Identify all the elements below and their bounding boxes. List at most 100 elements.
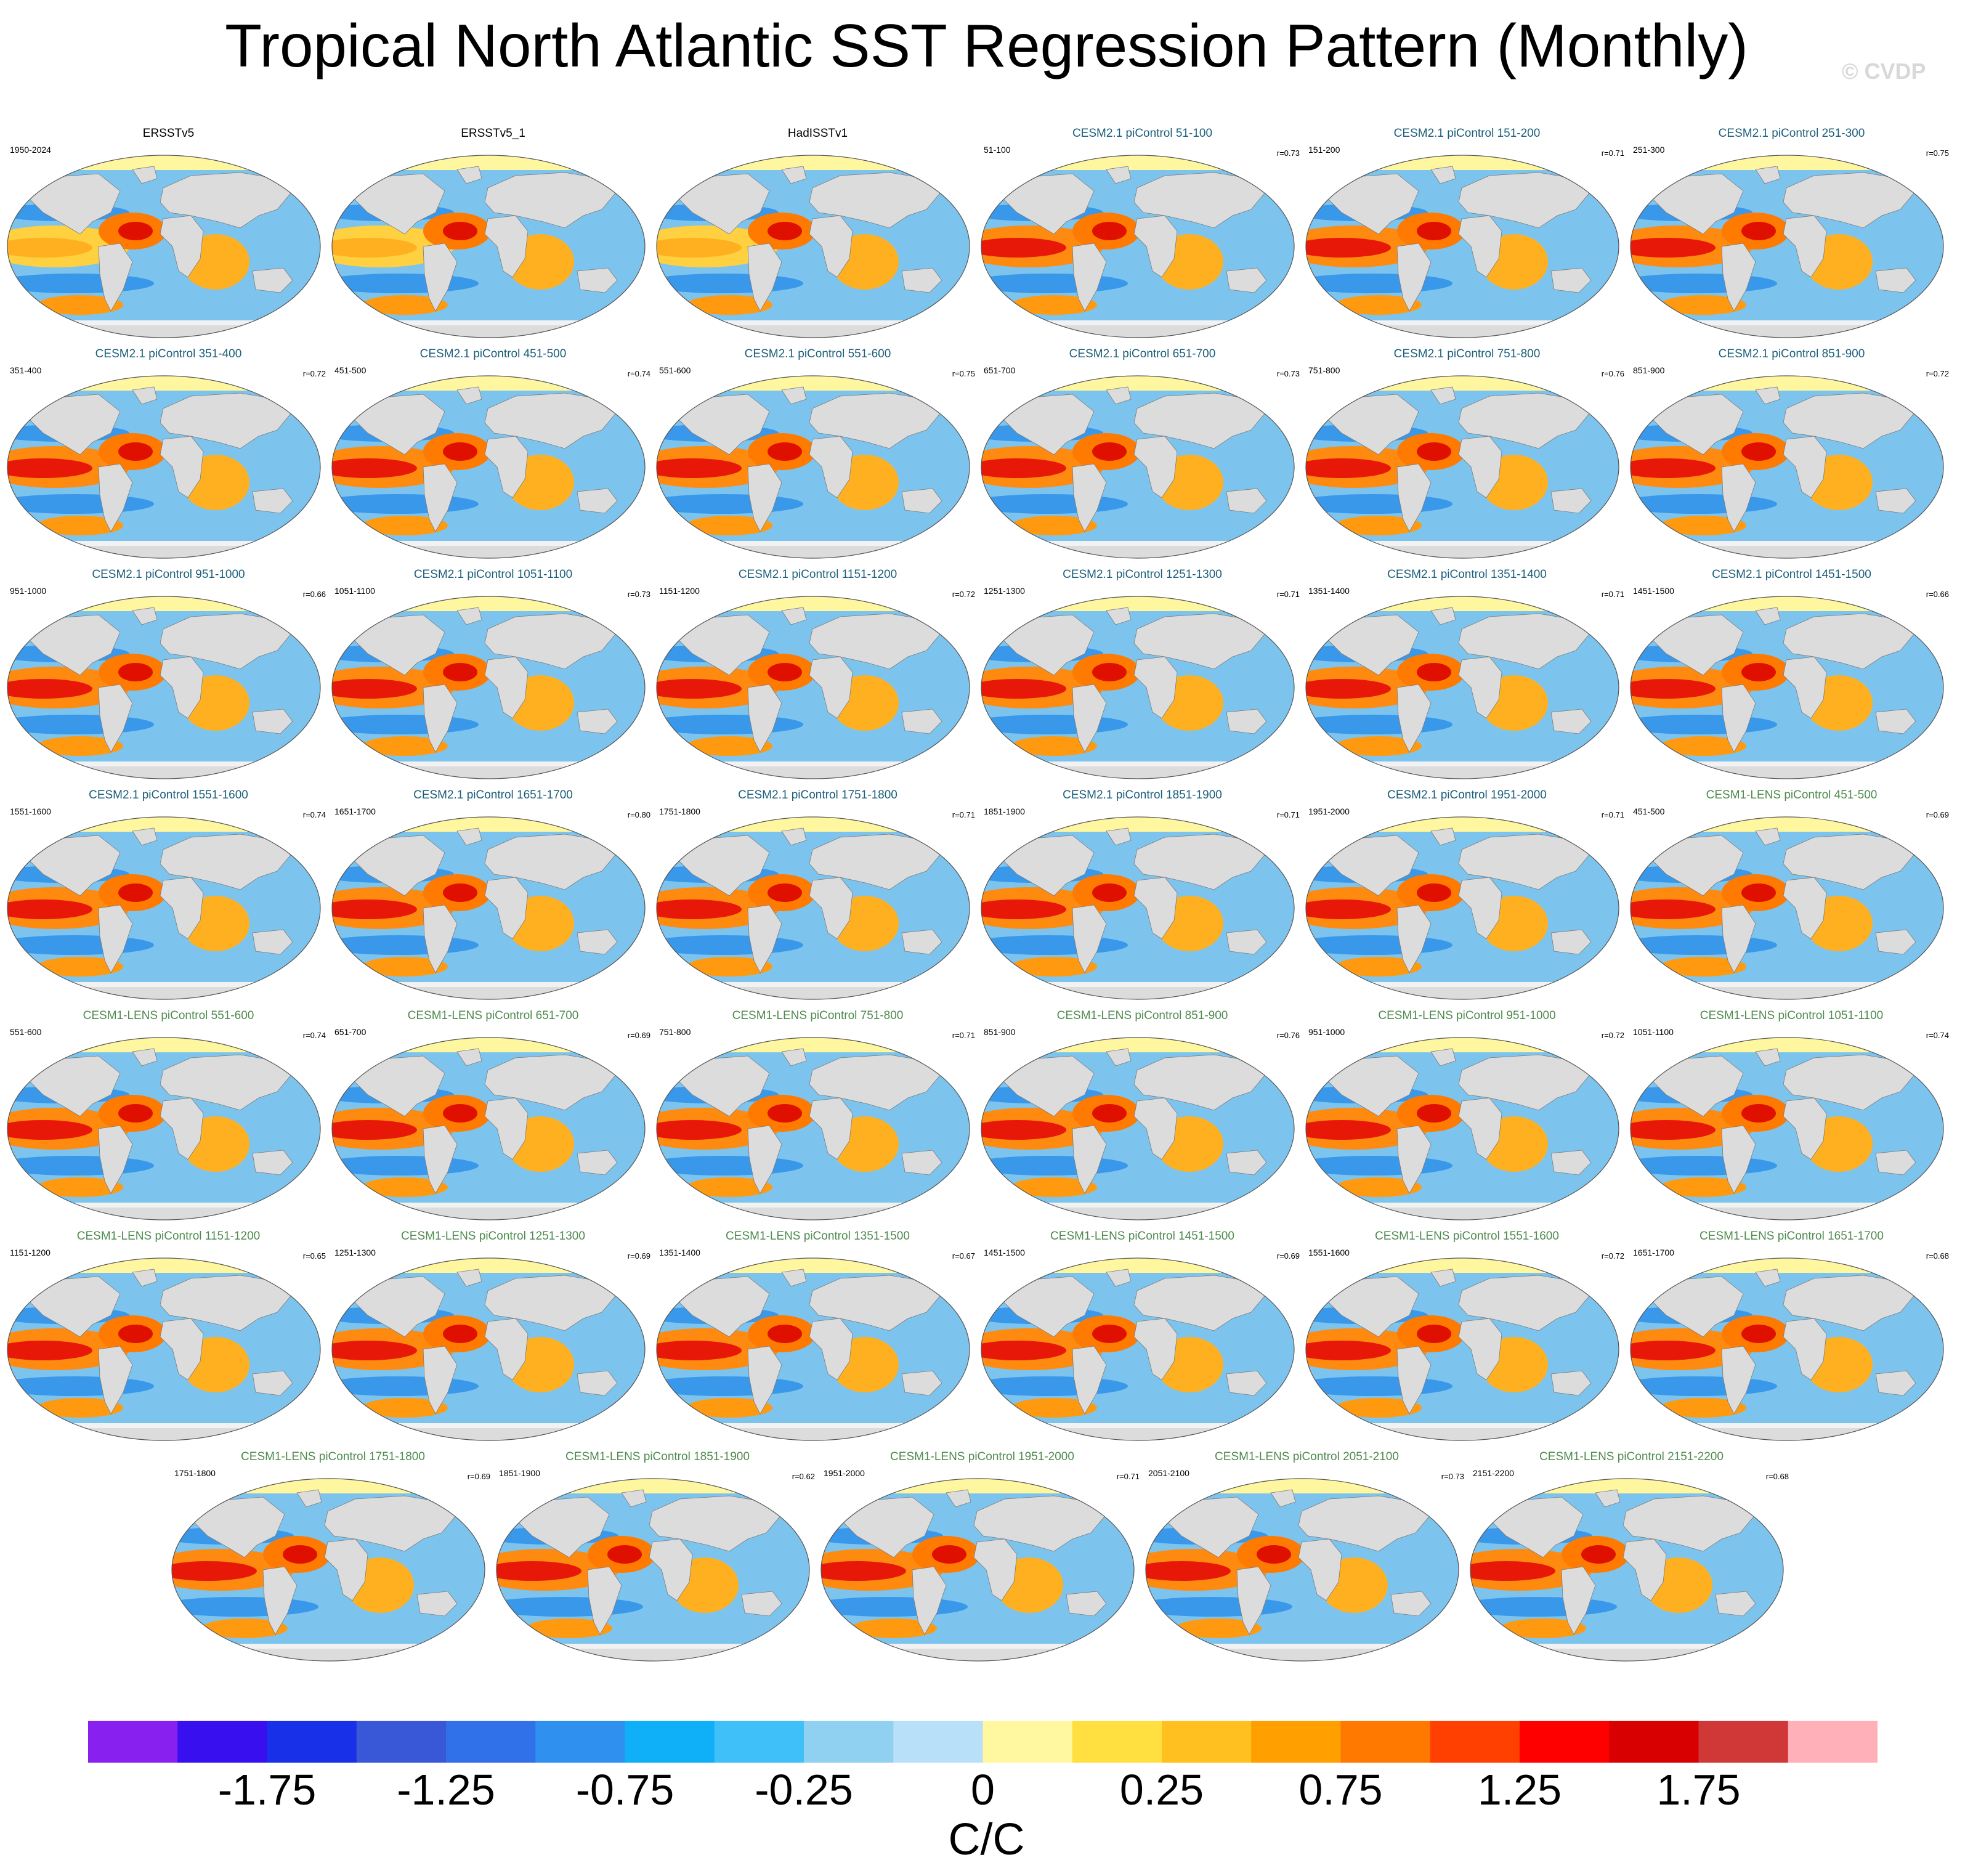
panel-pattern-correlation: r=0.72 [952,590,975,599]
panel-period-label: 351-400 [10,365,42,375]
map-panel: CESM2.1 piControl 351-400 351-400 r=0.72 [6,347,331,559]
panel-pattern-correlation: r=0.72 [302,369,326,378]
panel-pattern-correlation: r=0.69 [1276,1251,1300,1261]
panel-period-label: 1950-2024 [10,145,51,155]
colorbar-tick-label: -1.25 [397,1766,495,1814]
panel-title: CESM2.1 piControl 1951-2000 [1387,789,1547,802]
map-panel: CESM1-LENS piControl 451-500 451-500 r=0.6… [1629,788,1954,1000]
panel-title: CESM2.1 piControl 451-500 [419,347,567,360]
panel-period-label: 1151-1200 [10,1248,51,1257]
panel-pattern-correlation: r=0.73 [627,590,650,599]
colorbar-swatch [1162,1721,1252,1763]
panel-title: CESM2.1 piControl 1851-1900 [1063,789,1222,802]
sst-regression-map [656,1257,970,1441]
panel-title: CESM1-LENS piControl 1251-1300 [401,1230,585,1243]
panel-title: CESM1-LENS piControl 451-500 [1706,789,1878,802]
map-panel: CESM2.1 piControl 851-900 851-900 r=0.72 [1629,347,1954,559]
panel-period-label: 651-700 [984,365,1016,375]
map-panel: CESM2.1 piControl 151-200 151-200 r=0.71 [1305,126,1629,338]
panel-pattern-correlation: r=0.73 [1276,148,1300,158]
colorbar-swatch [1340,1721,1431,1763]
panel-pattern-correlation: r=0.75 [952,369,975,378]
sst-regression-map [331,1037,646,1220]
sst-regression-map [1630,155,1944,338]
panel-pattern-correlation: r=0.73 [1441,1472,1464,1481]
colorbar-swatch [1698,1721,1789,1763]
sst-regression-map [656,816,970,1000]
map-panel: CESM2.1 piControl 1351-1400 1351-1400 r=0.… [1305,567,1629,779]
panel-title: CESM1-LENS piControl 1751-1800 [241,1450,425,1463]
panel-title: CESM2.1 piControl 551-600 [744,347,891,360]
panel-period-label: 551-600 [659,365,691,375]
panel-title: CESM2.1 piControl 1751-1800 [738,789,897,802]
colorbar-swatch [535,1721,626,1763]
colorbar-swatch [893,1721,984,1763]
sst-regression-map [656,375,970,559]
panel-period-label: 1551-1600 [1308,1248,1350,1257]
map-panel: CESM2.1 piControl 1051-1100 1051-1100 r=0.… [331,567,655,779]
sst-regression-map [7,375,321,559]
panel-pattern-correlation: r=0.71 [1601,148,1624,158]
panel-period-label: 1651-1700 [334,806,376,816]
panel-period-label: 151-200 [1308,145,1340,155]
colorbar-swatch [1251,1721,1342,1763]
sst-regression-map [1305,1037,1619,1220]
panel-title: CESM1-LENS piControl 1051-1100 [1700,1009,1884,1022]
map-panel: CESM1-LENS piControl 1351-1500 1351-1400 r… [655,1229,980,1441]
map-panel: CESM1-LENS piControl 851-900 851-900 r=0.7… [980,1009,1305,1220]
colorbar-tick-label: -0.25 [755,1766,853,1814]
map-panel: CESM2.1 piControl 451-500 451-500 r=0.74 [331,347,655,559]
sst-regression-map [981,596,1295,779]
panel-title: CESM2.1 piControl 1051-1100 [413,568,573,581]
panel-pattern-correlation: r=0.71 [952,810,975,819]
sst-regression-map [1630,1257,1944,1441]
panel-period-label: 51-100 [984,145,1011,155]
panel-period-label: 1951-2000 [824,1468,865,1478]
panel-period-label: 651-700 [334,1027,367,1037]
map-panel: CESM1-LENS piControl 1151-1200 1151-1200 r… [6,1229,331,1441]
map-panel: CESM1-LENS piControl 1751-1800 1751-1800 r… [171,1450,495,1662]
map-panel: CESM2.1 piControl 251-300 251-300 r=0.75 [1629,126,1954,338]
sst-regression-map [171,1478,485,1662]
panel-period-label: 1551-1600 [10,806,51,816]
sst-regression-map [1630,816,1944,1000]
panel-pattern-correlation: r=0.68 [1765,1472,1789,1481]
panel-pattern-correlation: r=0.74 [302,810,326,819]
panel-pattern-correlation: r=0.69 [627,1251,650,1261]
panel-title: ERSSTv5 [142,127,195,140]
panel-title: CESM2.1 piControl 751-800 [1393,347,1541,360]
sst-regression-map [1630,1037,1944,1220]
panel-pattern-correlation: r=0.68 [1926,1251,1949,1261]
panel-pattern-correlation: r=0.74 [302,1031,326,1040]
sst-regression-map [656,155,970,338]
sst-regression-map [1305,1257,1619,1441]
panel-title: CESM2.1 piControl 151-200 [1393,127,1541,140]
panel-title: CESM1-LENS piControl 1651-1700 [1700,1230,1884,1243]
panel-pattern-correlation: r=0.69 [627,1031,650,1040]
map-panel: CESM1-LENS piControl 1951-2000 1951-2000 r… [820,1450,1145,1662]
panel-period-label: 1151-1200 [659,586,700,596]
panel-pattern-correlation: r=0.74 [1926,1031,1949,1040]
sst-regression-map [7,1257,321,1441]
panel-pattern-correlation: r=0.72 [1601,1031,1624,1040]
panel-period-label: 251-300 [1633,145,1665,155]
sst-regression-map [7,1037,321,1220]
panel-period-label: 851-900 [1633,365,1665,375]
panel-pattern-correlation: r=0.62 [792,1472,815,1481]
map-panel: CESM2.1 piControl 1951-2000 1951-2000 r=0.… [1305,788,1629,1000]
map-panel: CESM2.1 piControl 1251-1300 1251-1300 r=0.… [980,567,1305,779]
map-panel: CESM2.1 piControl 1151-1200 1151-1200 r=0.… [655,567,980,779]
panel-pattern-correlation: r=0.80 [627,810,650,819]
panel-title: CESM2.1 piControl 1351-1400 [1387,568,1547,581]
colorbar-swatch [88,1721,178,1763]
panel-title: CESM1-LENS piControl 851-900 [1056,1009,1228,1022]
panel-title: CESM2.1 piControl 1651-1700 [413,789,573,802]
panel-pattern-correlation: r=0.76 [1276,1031,1300,1040]
sst-regression-map [1145,1478,1459,1662]
cvdp-watermark: © CVDP [1842,59,1926,84]
panel-title: CESM1-LENS piControl 1351-1500 [726,1230,910,1243]
map-panel: ERSSTv5 1950-2024 [6,126,331,338]
panel-pattern-correlation: r=0.69 [467,1472,490,1481]
panel-title: CESM1-LENS piControl 651-700 [407,1009,579,1022]
panel-period-label: 1851-1900 [984,806,1025,816]
